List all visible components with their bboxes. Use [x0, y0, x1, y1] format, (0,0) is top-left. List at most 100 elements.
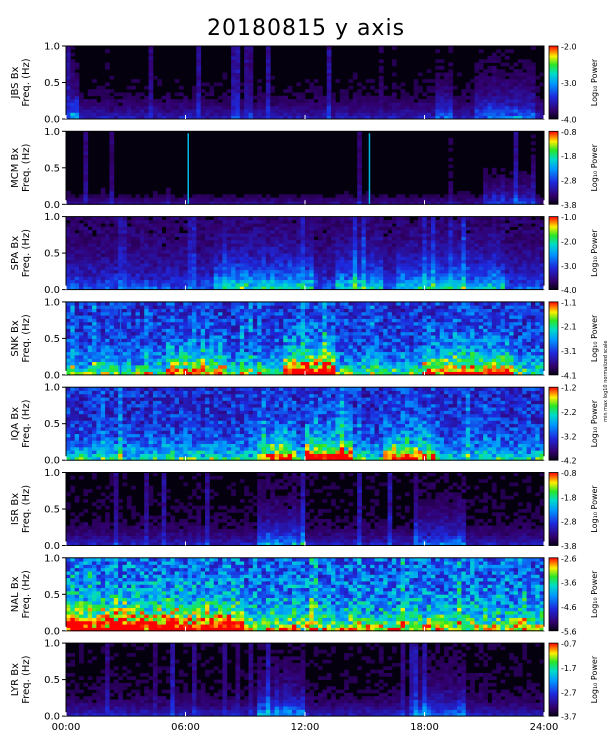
- spectrogram-cell: [209, 301, 215, 306]
- spectrogram-cell: [66, 72, 71, 77]
- spectrogram-cell: [278, 259, 284, 264]
- spectrogram-cell: [470, 249, 475, 254]
- spectrogram-cell: [92, 259, 97, 264]
- spectrogram-cell: [157, 82, 162, 87]
- spectrogram-cell: [248, 216, 254, 221]
- spectrogram-cell: [122, 99, 128, 103]
- spectrogram-cell: [122, 358, 128, 363]
- spectrogram-cell: [487, 187, 493, 192]
- spectrogram-cell: [370, 102, 375, 107]
- spectrogram-cell: [517, 246, 523, 251]
- spectrogram-cell: [322, 282, 328, 287]
- spectrogram-cell: [74, 358, 80, 363]
- spectrogram-cell: [218, 269, 223, 274]
- spectrogram-cell: [326, 236, 332, 241]
- spectrogram-cell: [261, 249, 267, 254]
- spectrogram-cell: [165, 115, 171, 120]
- spectrogram-cell: [257, 266, 262, 271]
- spectrogram-cell: [539, 243, 545, 247]
- spectrogram-cell: [170, 301, 176, 306]
- spectrogram-cell: [183, 263, 189, 267]
- spectrogram-cell: [496, 236, 501, 241]
- spectrogram-cell: [296, 286, 302, 290]
- spectrogram-cell: [265, 253, 271, 257]
- spectrogram-cell: [365, 236, 371, 241]
- spectrogram-cell: [157, 246, 162, 251]
- spectrogram-cell: [70, 59, 76, 63]
- spectrogram-cell: [396, 200, 401, 205]
- spectrogram-cell: [530, 95, 536, 100]
- spectrogram-cell: [417, 253, 423, 257]
- spectrogram-cell: [352, 72, 358, 77]
- spectrogram-cell: [92, 305, 97, 309]
- spectrogram-cell: [231, 72, 236, 77]
- spectrogram-cell: [457, 109, 462, 113]
- spectrogram-cell: [504, 184, 510, 189]
- spectrogram-cell: [417, 279, 423, 284]
- spectrogram-cell: [244, 266, 249, 271]
- spectrogram-cell: [504, 263, 510, 267]
- spectrogram-cell: [174, 318, 180, 323]
- spectrogram-cell: [387, 239, 393, 244]
- spectrogram-cell: [218, 351, 223, 356]
- spectrogram-cell: [535, 236, 541, 241]
- spectrogram-cell: [526, 279, 532, 284]
- spectrogram-cell: [322, 253, 328, 257]
- spectrogram-cell: [135, 348, 141, 353]
- spectrogram-cell: [248, 102, 254, 107]
- spectrogram-cell: [209, 112, 215, 117]
- spectrogram-cell: [218, 282, 223, 287]
- spectrogram-cell: [474, 102, 480, 107]
- spectrogram-cell: [161, 197, 167, 202]
- spectrogram-cell: [257, 269, 262, 274]
- spectrogram-cell: [448, 223, 454, 227]
- spectrogram-cell: [118, 109, 123, 113]
- spectrogram-cell: [122, 233, 128, 237]
- spectrogram-cell: [391, 286, 397, 290]
- spectrogram-cell: [378, 223, 384, 227]
- spectrogram-cell: [461, 112, 467, 117]
- spectrogram-cell: [161, 112, 167, 117]
- spectrogram-cell: [144, 364, 149, 369]
- spectrogram-cell: [135, 276, 141, 281]
- spectrogram-cell: [309, 286, 315, 290]
- spectrogram-cell: [309, 194, 315, 199]
- spectrogram-cell: [83, 233, 89, 237]
- spectrogram-cell: [174, 305, 180, 309]
- spectrogram-cell: [296, 226, 302, 231]
- spectrogram-cell: [66, 318, 71, 323]
- spectrogram-cell: [344, 243, 349, 247]
- spectrogram-cell: [318, 200, 323, 205]
- spectrogram-cell: [274, 197, 280, 202]
- spectrogram-cell: [235, 282, 241, 287]
- spectrogram-cell: [517, 79, 523, 83]
- spectrogram-cell: [426, 286, 432, 290]
- spectrogram-cell: [109, 167, 115, 172]
- spectrogram-cell: [131, 219, 136, 224]
- spectrogram-cell: [170, 305, 176, 309]
- spectrogram-cell: [122, 115, 128, 120]
- spectrogram-cell: [196, 72, 202, 77]
- spectrogram-cell: [509, 282, 514, 287]
- spectrogram-cell: [200, 243, 206, 247]
- spectrogram-cell: [183, 308, 189, 313]
- spectrogram-cell: [70, 368, 76, 372]
- spectrogram-cell: [265, 200, 271, 205]
- colorbar: [548, 216, 559, 291]
- spectrogram-cell: [400, 89, 406, 93]
- spectrogram-cell: [422, 253, 428, 257]
- spectrogram-cell: [192, 282, 197, 287]
- spectrogram-cell: [174, 92, 180, 97]
- spectrogram-cell: [413, 246, 419, 251]
- spectrogram-cell: [196, 194, 202, 199]
- spectrogram-cell: [170, 109, 176, 113]
- spectrogram-cell: [287, 273, 293, 277]
- spectrogram-cell: [152, 239, 158, 244]
- spectrogram-cell: [257, 282, 262, 287]
- spectrogram-cell: [235, 105, 241, 110]
- spectrogram-cell: [335, 223, 341, 227]
- spectrogram-cell: [131, 253, 136, 257]
- spectrogram-cell: [105, 269, 110, 274]
- spectrogram-cell: [87, 338, 93, 343]
- spectrogram-cell: [431, 229, 436, 234]
